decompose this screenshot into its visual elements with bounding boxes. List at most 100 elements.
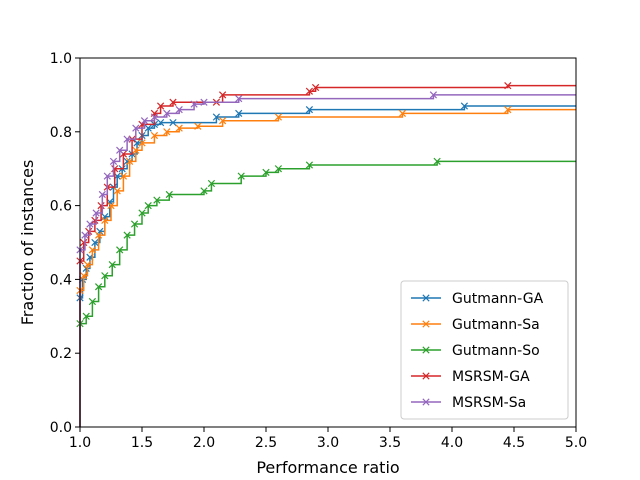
data-point-gutmann-so — [262, 168, 270, 177]
data-point-gutmann-so — [123, 231, 131, 239]
data-point-msrsm-ga — [504, 82, 512, 90]
data-point-msrsm-ga — [156, 102, 165, 110]
data-point-gutmann-so — [237, 172, 245, 180]
x-axis-label: Performance ratio — [256, 458, 399, 477]
data-point-msrsm-sa — [81, 231, 89, 239]
data-point-msrsm-sa — [429, 91, 438, 99]
data-point-gutmann-so — [101, 272, 109, 280]
data-point-msrsm-sa — [116, 146, 124, 154]
data-point-msrsm-sa — [235, 94, 243, 103]
x-tick-label: 1.5 — [131, 435, 153, 451]
data-point-gutmann-sa — [218, 117, 227, 125]
data-point-gutmann-ga — [235, 109, 243, 117]
legend-entry-msrsm-ga: MSRSM-GA — [411, 369, 530, 385]
data-point-gutmann-sa — [163, 128, 171, 136]
data-point-msrsm-sa — [175, 106, 183, 114]
data-point-msrsm-sa — [98, 190, 106, 199]
legend-entry-gutmann-so: Gutmann-So — [411, 343, 540, 359]
legend: Gutmann-GA Gutmann-Sa Gutmann-So MSRSM-GA MS… — [400, 280, 569, 420]
y-tick-label: 0.6 — [50, 199, 72, 215]
data-point-msrsm-ga — [80, 238, 88, 247]
data-point-msrsm-sa — [200, 98, 208, 106]
legend-marker — [422, 346, 430, 354]
data-point-msrsm-ga — [218, 91, 227, 99]
data-point-gutmann-sa — [125, 157, 134, 165]
data-point-gutmann-sa — [94, 231, 103, 239]
legend-marker — [422, 372, 430, 380]
data-point-gutmann-so — [144, 201, 152, 210]
data-point-msrsm-ga — [111, 165, 119, 173]
data-point-msrsm-ga — [311, 83, 320, 92]
series-gutmann-so — [76, 157, 576, 427]
data-point-gutmann-sa — [504, 106, 512, 114]
data-point-gutmann-ga — [305, 106, 314, 114]
data-point-msrsm-sa — [123, 135, 131, 143]
data-point-msrsm-sa — [140, 117, 149, 125]
series-msrsm-ga — [76, 82, 576, 427]
data-point-gutmann-sa — [175, 124, 183, 132]
x-tick-label: 1.0 — [69, 435, 91, 451]
data-point-gutmann-so — [305, 161, 314, 169]
series-layer — [76, 82, 576, 427]
x-tick-label: 2.0 — [193, 435, 215, 451]
data-point-msrsm-sa — [190, 100, 198, 108]
x-tick-label: 3.5 — [379, 435, 401, 451]
data-point-msrsm-sa — [109, 157, 118, 165]
y-tick-label: 0.8 — [50, 125, 72, 141]
data-point-gutmann-so — [88, 297, 97, 306]
data-point-gutmann-so — [433, 157, 441, 165]
data-point-gutmann-so — [207, 179, 216, 188]
series-line-msrsm-sa — [79, 94, 576, 427]
y-tick-label: 0.4 — [50, 272, 72, 288]
data-point-gutmann-so — [200, 187, 208, 195]
data-point-gutmann-sa — [83, 261, 92, 269]
data-point-gutmann-sa — [132, 146, 140, 154]
data-point-msrsm-sa — [132, 124, 140, 132]
data-point-msrsm-ga — [97, 201, 105, 210]
data-point-msrsm-sa — [92, 209, 100, 217]
data-point-gutmann-sa — [80, 272, 88, 280]
legend-marker — [422, 398, 430, 406]
data-point-gutmann-sa — [113, 187, 121, 195]
series-line-msrsm-ga — [79, 84, 576, 427]
series-msrsm-sa — [76, 91, 576, 427]
data-point-gutmann-ga — [156, 118, 165, 127]
data-point-msrsm-sa — [150, 113, 159, 121]
data-point-gutmann-so — [165, 190, 173, 199]
data-point-gutmann-sa — [274, 113, 283, 121]
data-point-gutmann-sa — [119, 172, 128, 180]
legend-entry-msrsm-sa: MSRSM-Sa — [411, 395, 526, 411]
legend-entry-gutmann-sa: Gutmann-Sa — [411, 317, 540, 333]
series-line-gutmann-so — [79, 160, 576, 427]
data-point-gutmann-ga — [212, 113, 221, 121]
data-point-gutmann-so — [274, 165, 283, 173]
y-axis-label: Fraction of instances — [18, 160, 37, 326]
data-point-gutmann-ga — [144, 124, 152, 132]
axis-ticks: 1.0 1.5 2.0 2.5 3.0 3.5 4.0 4.5 5.0 0.0 0.2 0.4 0.6 0… — [50, 51, 587, 451]
series-gutmann-sa — [76, 106, 576, 427]
data-point-gutmann-so — [82, 312, 90, 320]
data-point-gutmann-so — [94, 283, 103, 291]
x-tick-label: 4.5 — [503, 435, 525, 451]
legend-label: Gutmann-Sa — [452, 317, 540, 333]
legend-marker — [422, 320, 430, 328]
data-point-gutmann-sa — [107, 201, 115, 210]
legend-label: Gutmann-GA — [452, 291, 544, 307]
data-point-msrsm-sa — [163, 109, 171, 117]
data-point-gutmann-ga — [169, 118, 177, 127]
data-point-gutmann-sa — [101, 216, 109, 224]
legend-marker — [422, 294, 430, 302]
y-tick-label: 0.2 — [50, 346, 72, 362]
legend-box — [400, 280, 569, 420]
data-point-gutmann-so — [138, 209, 146, 217]
data-point-gutmann-ga — [91, 238, 99, 247]
data-point-gutmann-sa — [398, 109, 407, 117]
data-point-msrsm-ga — [91, 216, 99, 224]
data-point-gutmann-ga — [460, 102, 469, 110]
data-point-gutmann-so — [108, 261, 116, 269]
data-point-gutmann-so — [116, 246, 124, 254]
data-point-gutmann-so — [153, 196, 161, 204]
y-tick-label: 1.0 — [50, 51, 72, 67]
data-point-msrsm-ga — [305, 87, 314, 95]
